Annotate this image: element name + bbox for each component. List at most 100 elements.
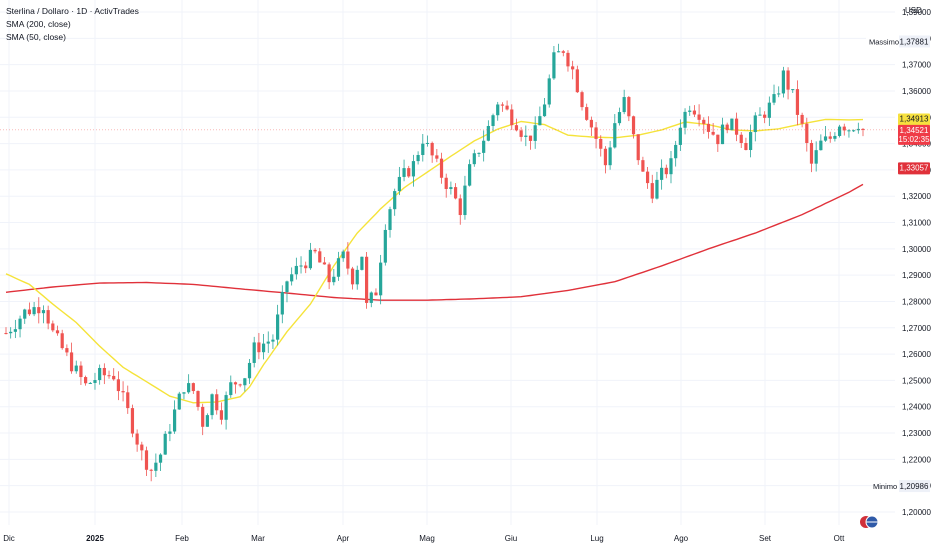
candle-body	[749, 132, 753, 151]
candle	[13, 319, 17, 339]
candle-body	[566, 52, 570, 67]
max-label: Massimo	[869, 37, 899, 46]
candle-body	[285, 281, 289, 292]
indicator-sma200-label[interactable]: SMA (200, close)	[6, 19, 71, 29]
indicator-sma50-label[interactable]: SMA (50, close)	[6, 32, 66, 42]
candle-body	[379, 262, 383, 296]
candle-body	[13, 329, 17, 332]
y-tick-label: 1,26000	[902, 350, 931, 359]
chart-title[interactable]: Sterlina / Dollaro · 1D · ActivTrades	[6, 6, 139, 16]
candle-body	[168, 431, 172, 434]
candle	[154, 453, 158, 478]
candle	[496, 101, 500, 121]
candle-body	[711, 131, 715, 135]
candle-body	[833, 135, 837, 139]
candle	[243, 377, 247, 392]
candle	[144, 446, 149, 476]
candle-body	[758, 114, 762, 116]
candle	[238, 383, 242, 388]
candle-body	[510, 109, 514, 126]
candle	[833, 132, 837, 142]
candle-body	[744, 143, 748, 151]
candle-body	[500, 104, 505, 106]
candle-body	[135, 433, 139, 445]
candle	[542, 97, 547, 117]
candle	[514, 118, 519, 132]
candle-body	[158, 454, 163, 463]
candle-body	[69, 352, 74, 372]
candle-body	[341, 251, 345, 259]
candle	[191, 382, 195, 394]
candle-body	[697, 114, 701, 120]
grid	[0, 0, 895, 525]
candle	[739, 132, 743, 149]
candle	[852, 129, 856, 133]
min-value: 1,20986	[900, 482, 929, 491]
candle	[149, 468, 153, 482]
candle	[524, 125, 528, 147]
candle-body	[767, 102, 771, 118]
candle-body	[627, 97, 631, 117]
candle-body	[172, 409, 177, 432]
candle	[655, 171, 659, 200]
candle-body	[37, 307, 41, 314]
candle	[706, 116, 711, 139]
candle	[791, 89, 795, 93]
sma50-tag-text: 1,34913	[900, 115, 929, 124]
candle	[290, 267, 294, 286]
y-tick-label: 1,22000	[902, 455, 931, 464]
candle-body	[355, 269, 359, 285]
candle	[121, 381, 125, 402]
min-label: Minimo	[873, 482, 897, 491]
candle-body	[444, 177, 448, 189]
candle-body	[716, 134, 720, 145]
candle-body	[261, 343, 266, 353]
candle-body	[276, 314, 280, 340]
candle-body	[575, 69, 579, 93]
candle	[266, 331, 270, 353]
candle-body	[304, 265, 308, 269]
candle	[332, 268, 336, 286]
candle-body	[660, 167, 664, 180]
candle-body	[753, 115, 757, 133]
candle	[809, 139, 814, 173]
candle	[477, 152, 481, 157]
candle-body	[65, 348, 69, 353]
candle-body	[702, 119, 706, 124]
candle-body	[706, 123, 711, 132]
candle-body	[692, 110, 697, 115]
candle-body	[257, 342, 261, 353]
candle	[257, 332, 261, 360]
candle	[613, 114, 617, 149]
candle-body	[453, 187, 458, 199]
candle-body	[308, 249, 312, 269]
candle-body	[472, 153, 476, 165]
y-tick-label: 1,27000	[902, 324, 931, 333]
candle-body	[650, 183, 654, 199]
candle-body	[252, 342, 256, 363]
candle	[196, 390, 200, 411]
candle	[261, 334, 266, 360]
candle	[346, 242, 350, 275]
candle-body	[196, 391, 200, 407]
candle	[749, 124, 753, 158]
candle	[603, 146, 608, 174]
candle	[425, 135, 430, 147]
y-tick-label: 1,39000	[902, 8, 931, 17]
candle-body	[374, 292, 378, 296]
candle-body	[294, 265, 298, 275]
candle-body	[55, 330, 60, 334]
candle-body	[46, 310, 50, 324]
candle	[547, 74, 551, 108]
candle	[725, 122, 729, 134]
candle	[158, 453, 163, 472]
candle	[116, 371, 120, 401]
candle	[112, 368, 116, 381]
candle	[215, 389, 219, 415]
y-tick-label: 1,31000	[902, 219, 931, 228]
candle	[692, 105, 697, 118]
candle-body	[786, 70, 790, 90]
candle-body	[149, 469, 153, 471]
candle	[336, 251, 341, 281]
